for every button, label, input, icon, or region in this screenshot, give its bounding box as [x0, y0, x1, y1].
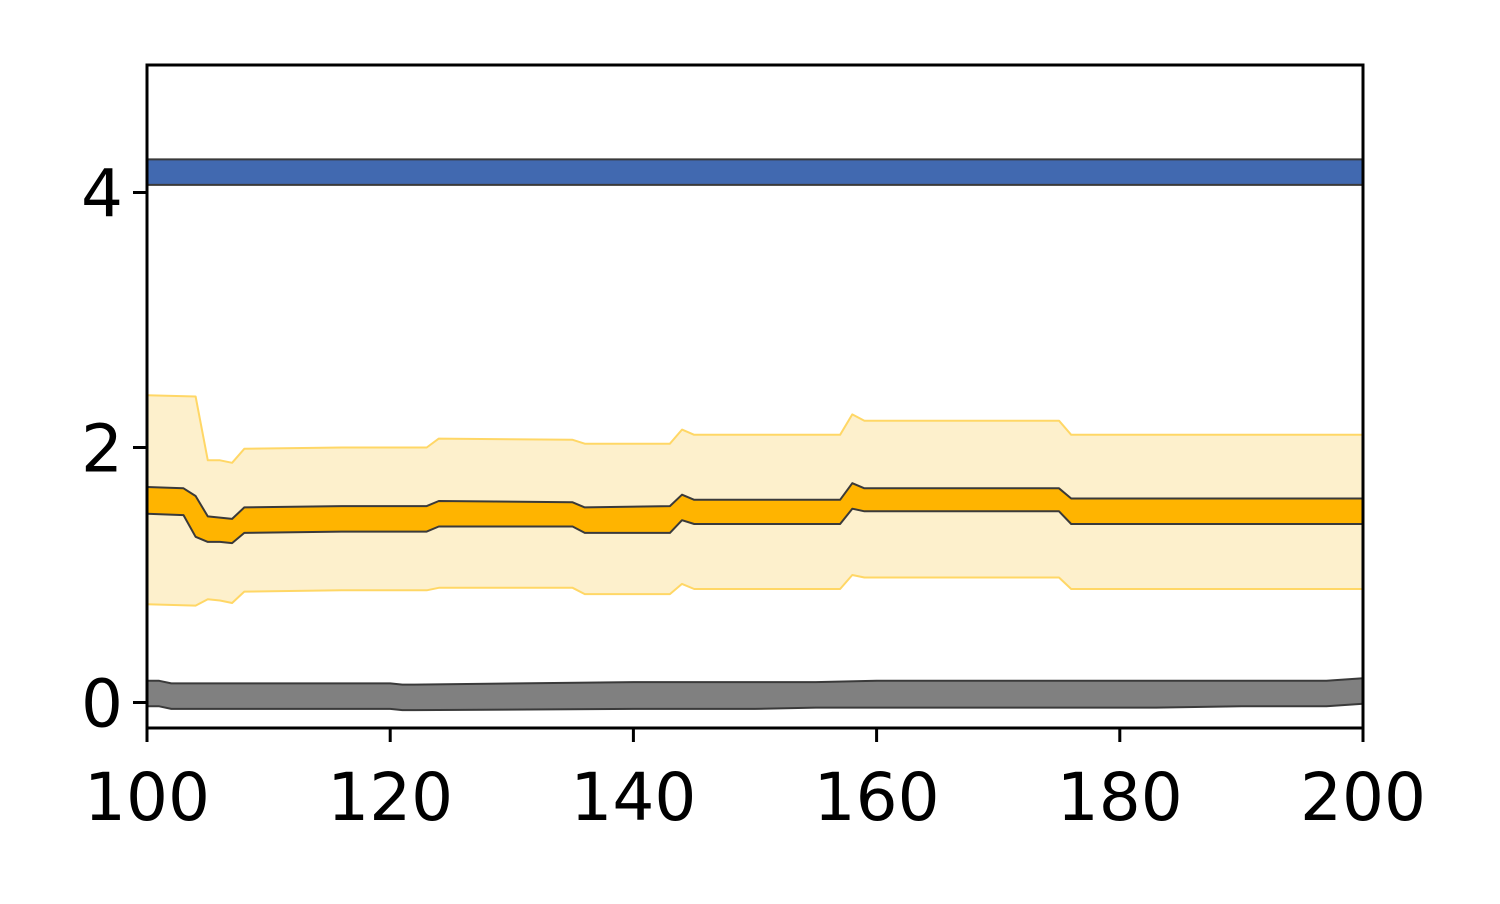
gray-band-lower-edge [147, 702, 1364, 712]
x-axis: 100 120 140 160 180 200 [84, 728, 1426, 836]
y-axis: 0 2 4 [81, 156, 147, 743]
series-layer [146, 158, 1364, 712]
series-blue-band [147, 158, 1363, 186]
orange-outer-band-upper-edge [146, 394, 1363, 464]
y-tick-label: 2 [81, 411, 123, 488]
series-orange-band [146, 482, 1363, 545]
gray-band-fill [147, 678, 1363, 711]
x-tick-label: 120 [327, 759, 453, 836]
orange-band-upper-edge [146, 482, 1363, 520]
x-tick-label: 140 [570, 759, 696, 836]
plot-frame [145, 63, 1365, 730]
y-tick-label: 4 [81, 156, 123, 233]
orange-outer-band-lower-edge [146, 574, 1363, 607]
x-tick-label: 180 [1057, 759, 1183, 836]
orange-band-lower-edge [146, 507, 1363, 545]
x-tick-label: 160 [814, 759, 940, 836]
gray-band-upper-edge [147, 677, 1364, 686]
blue-band-fill [147, 159, 1363, 185]
x-tick-label: 100 [84, 759, 210, 836]
y-tick-label: 0 [81, 666, 123, 743]
orange-band-fill [147, 483, 1363, 544]
series-gray-band [147, 677, 1364, 712]
x-tick-label: 200 [1300, 759, 1426, 836]
